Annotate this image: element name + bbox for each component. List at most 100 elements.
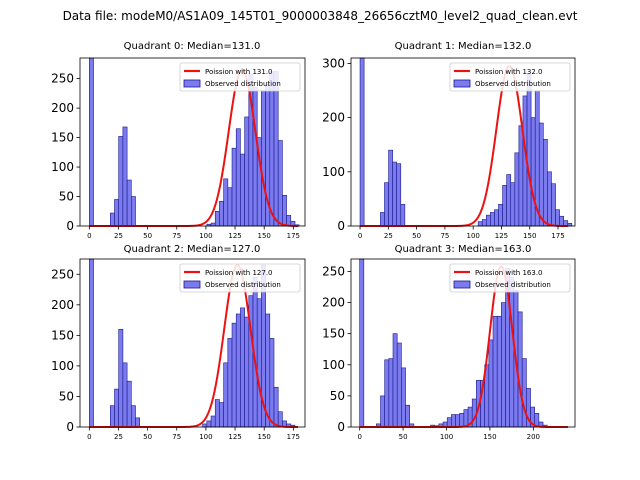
histogram-bar xyxy=(122,126,128,227)
histogram-bar xyxy=(240,307,245,428)
y-tick-label: 300 xyxy=(322,56,345,70)
histogram-bar xyxy=(252,87,258,227)
x-tick-label: 150 xyxy=(258,232,271,240)
histogram-bar xyxy=(501,302,506,428)
histogram-bar xyxy=(235,313,241,428)
histogram-bar xyxy=(555,209,560,227)
histogram-bar xyxy=(110,212,115,227)
histogram-bar xyxy=(498,204,503,227)
panel-quadrant-0: Quadrant 0: Median=131.0 0 25 50 75 100 125 15… xyxy=(51,41,306,240)
panel-title: Quadrant 3: Median=163.0 xyxy=(395,244,532,255)
histogram-bar xyxy=(89,57,94,227)
histogram-bar xyxy=(206,420,212,428)
legend-frame xyxy=(179,62,301,92)
histogram-bar xyxy=(543,138,548,227)
histogram-bar xyxy=(380,212,385,227)
x-tick-label: 125 xyxy=(495,232,508,240)
histogram-bar xyxy=(126,179,132,227)
histogram-bar xyxy=(131,196,136,227)
histogram-bar xyxy=(494,209,499,227)
y-tick-label: 200 xyxy=(322,296,345,310)
histogram-bar xyxy=(273,71,279,227)
y-tick-label: 250 xyxy=(51,72,74,86)
axes-frame xyxy=(79,258,306,428)
histogram-bar xyxy=(488,339,494,428)
histogram-bar xyxy=(126,380,132,428)
histogram-bar xyxy=(135,417,140,428)
panel-quadrant-1: Quadrant 1: Median=132.0 0 25 50 75 100 125 15… xyxy=(322,41,576,240)
x-tick-label: 25 xyxy=(384,232,393,240)
histogram-bar xyxy=(400,204,406,227)
y-tick-label: 50 xyxy=(330,389,345,403)
x-tick-label: 75 xyxy=(172,433,181,441)
histogram-bar xyxy=(277,411,283,428)
panel-title: Quadrant 1: Median=132.0 xyxy=(395,41,532,52)
x-tick-label: 0 xyxy=(87,433,91,441)
x-tick-label: 100 xyxy=(199,232,212,240)
x-tick-label: 50 xyxy=(399,433,408,441)
histogram-bar xyxy=(518,125,524,227)
legend: Poission with 131.0 Observed distributio… xyxy=(179,62,301,92)
histogram-bar xyxy=(481,219,487,227)
y-tick-label: 0 xyxy=(66,219,74,233)
panel-title: Quadrant 0: Median=131.0 xyxy=(124,41,261,52)
legend-frame xyxy=(449,62,571,92)
x-tick-label: 50 xyxy=(412,232,421,240)
histogram-bar xyxy=(396,342,402,428)
axes-frame xyxy=(350,57,576,227)
histogram-bar xyxy=(455,414,460,428)
histogram-bar xyxy=(223,178,229,227)
y-tick-label: 100 xyxy=(322,358,345,372)
legend-bar-swatch xyxy=(453,280,471,289)
y-tick-label: 250 xyxy=(322,264,345,278)
x-tick-label: 0 xyxy=(357,433,361,441)
histogram-bar xyxy=(567,222,573,227)
histogram-bar xyxy=(451,414,456,428)
histogram-bar xyxy=(486,214,491,227)
histogram-bar xyxy=(131,405,136,428)
histogram-bar xyxy=(277,140,283,227)
histogram-bar xyxy=(210,222,216,227)
histogram-bar xyxy=(214,399,220,428)
y-tick-label: 200 xyxy=(51,101,74,115)
x-tick-label: 100 xyxy=(466,232,479,240)
legend-label-observed: Observed distribution xyxy=(205,281,281,289)
legend-label-observed: Observed distribution xyxy=(205,80,281,88)
histogram-bar xyxy=(359,258,365,428)
histogram-bar xyxy=(492,315,498,428)
x-tick-label: 75 xyxy=(172,232,181,240)
histogram-bar xyxy=(517,311,523,428)
x-tick-label: 150 xyxy=(523,232,536,240)
x-tick-label: 50 xyxy=(143,433,152,441)
histogram-bar xyxy=(359,57,365,227)
y-tick-label: 200 xyxy=(322,111,345,125)
x-tick-label: 175 xyxy=(287,232,300,240)
histogram-bar xyxy=(496,315,502,428)
histogram-bar xyxy=(227,187,233,227)
y-tick-label: 200 xyxy=(51,298,74,312)
legend: Poission with 132.0 Observed distributio… xyxy=(449,62,571,92)
panel-quadrant-2: Quadrant 2: Median=127.0 0 25 50 75 100 125 15… xyxy=(51,244,306,441)
x-tick-label: 25 xyxy=(114,232,123,240)
axes-frame xyxy=(350,258,576,428)
histogram-bar xyxy=(547,171,552,227)
histogram-bar xyxy=(384,359,390,428)
legend-bar-swatch xyxy=(183,79,201,88)
legend-bar-swatch xyxy=(183,280,201,289)
x-tick-label: 75 xyxy=(440,232,449,240)
histogram-bar xyxy=(282,195,287,227)
legend-bar-swatch xyxy=(453,79,471,88)
histogram-bar xyxy=(559,215,564,227)
legend-label-observed: Observed distribution xyxy=(475,80,551,88)
histogram-bar xyxy=(490,212,495,227)
y-tick-label: 250 xyxy=(51,267,74,281)
histogram-bar xyxy=(388,149,393,227)
x-tick-label: 200 xyxy=(527,433,540,441)
x-tick-label: 0 xyxy=(358,232,362,240)
histogram-bar xyxy=(261,90,266,227)
histogram-bar xyxy=(118,328,124,428)
panel-quadrant-3: Quadrant 3: Median=163.0 0 50 100 150 200 0 50… xyxy=(322,244,576,441)
x-tick-label: 0 xyxy=(87,232,91,240)
histogram-bar xyxy=(388,358,394,428)
